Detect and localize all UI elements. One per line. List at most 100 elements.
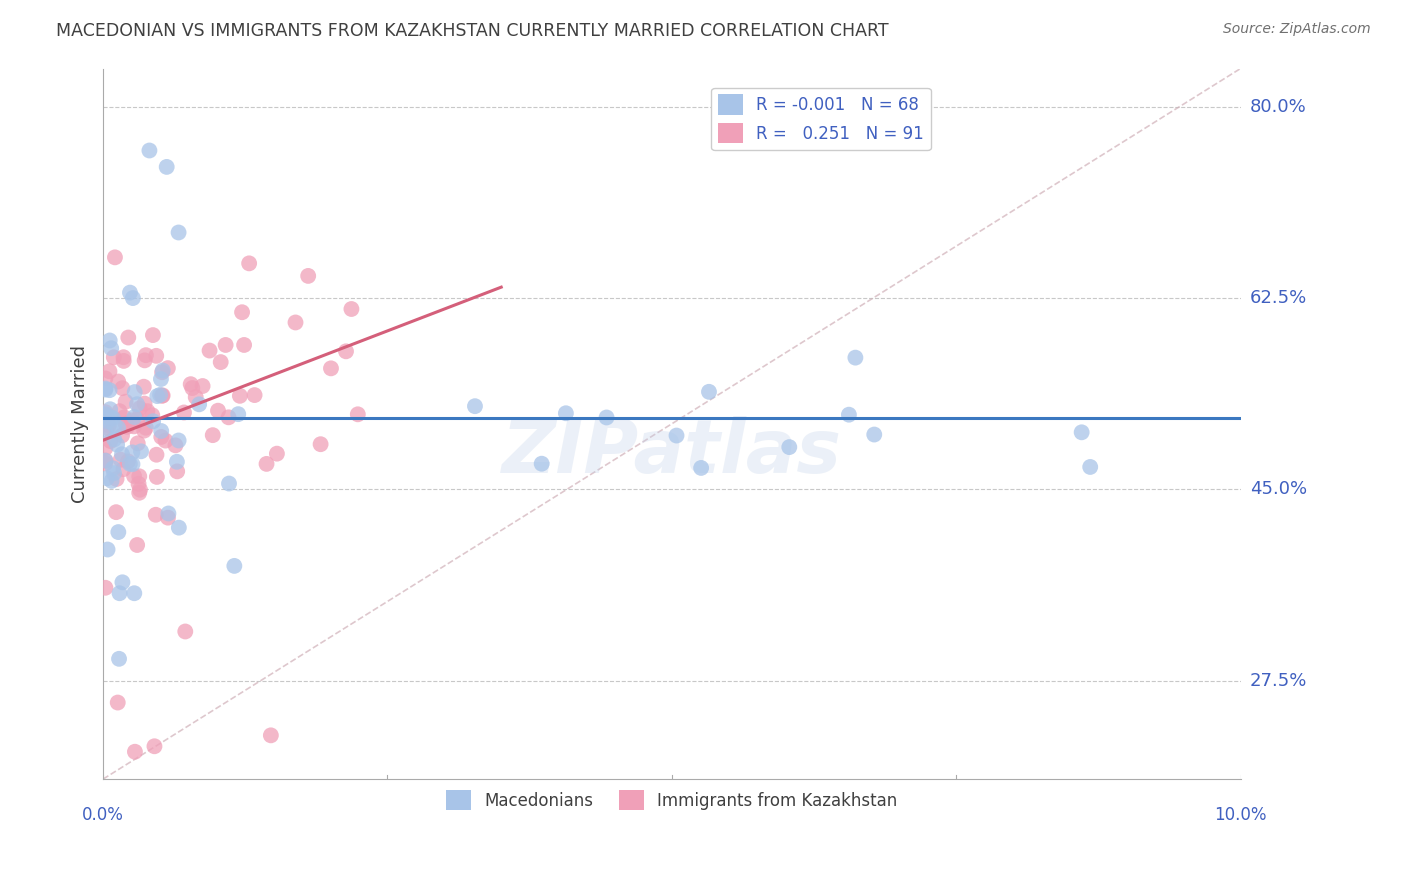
Text: MACEDONIAN VS IMMIGRANTS FROM KAZAKHSTAN CURRENTLY MARRIED CORRELATION CHART: MACEDONIAN VS IMMIGRANTS FROM KAZAKHSTAN… — [56, 22, 889, 40]
Point — [233, 338, 256, 352]
Point — [260, 728, 283, 742]
Point — [124, 410, 146, 425]
Point — [122, 419, 145, 434]
Point — [112, 410, 135, 425]
Point — [145, 448, 167, 462]
Point — [152, 388, 174, 402]
Point — [157, 507, 180, 521]
Point — [100, 474, 122, 488]
Point — [101, 461, 124, 475]
Point — [142, 414, 165, 428]
Text: 80.0%: 80.0% — [1250, 98, 1306, 116]
Point — [107, 421, 129, 435]
Point — [166, 464, 188, 478]
Point — [554, 406, 576, 420]
Point — [141, 409, 163, 423]
Point — [863, 427, 886, 442]
Point — [115, 420, 138, 434]
Point — [98, 383, 121, 397]
Point — [778, 440, 800, 454]
Point — [112, 350, 135, 364]
Point — [844, 351, 866, 365]
Point — [104, 251, 127, 265]
Point — [595, 410, 617, 425]
Point — [103, 466, 125, 480]
Point — [97, 418, 120, 433]
Point — [146, 470, 169, 484]
Point — [124, 745, 146, 759]
Point — [103, 433, 125, 447]
Point — [117, 330, 139, 344]
Point — [127, 538, 149, 552]
Point — [124, 385, 146, 400]
Point — [94, 453, 117, 467]
Point — [94, 453, 117, 467]
Point — [145, 508, 167, 522]
Point — [165, 438, 187, 452]
Point — [135, 348, 157, 362]
Point — [94, 425, 117, 440]
Point — [122, 291, 145, 305]
Point — [309, 437, 332, 451]
Point — [107, 525, 129, 540]
Text: 62.5%: 62.5% — [1250, 289, 1308, 307]
Point — [198, 343, 221, 358]
Point — [152, 363, 174, 377]
Point — [122, 469, 145, 483]
Point — [319, 361, 342, 376]
Point — [166, 455, 188, 469]
Legend: Macedonians, Immigrants from Kazakhstan: Macedonians, Immigrants from Kazakhstan — [440, 783, 904, 817]
Text: 0.0%: 0.0% — [82, 806, 124, 824]
Text: 27.5%: 27.5% — [1250, 672, 1308, 690]
Point — [180, 377, 202, 392]
Point — [191, 379, 214, 393]
Point — [340, 301, 363, 316]
Point — [167, 521, 190, 535]
Point — [150, 389, 173, 403]
Point — [94, 405, 117, 419]
Point — [111, 381, 134, 395]
Point — [111, 575, 134, 590]
Point — [105, 505, 128, 519]
Point — [135, 420, 157, 434]
Point — [115, 417, 138, 432]
Point — [114, 394, 136, 409]
Point — [184, 390, 207, 404]
Point — [214, 338, 236, 352]
Point — [136, 404, 159, 418]
Point — [98, 402, 121, 417]
Point — [142, 328, 165, 343]
Point — [121, 445, 143, 459]
Point — [297, 268, 319, 283]
Y-axis label: Currently Married: Currently Married — [72, 345, 89, 503]
Point — [117, 454, 139, 468]
Point — [121, 413, 143, 427]
Point — [243, 388, 266, 402]
Point — [188, 397, 211, 411]
Point — [697, 384, 720, 399]
Point — [167, 226, 190, 240]
Point — [129, 483, 152, 497]
Point — [127, 412, 149, 426]
Point — [108, 652, 131, 666]
Point — [1078, 459, 1101, 474]
Point — [224, 558, 246, 573]
Point — [167, 434, 190, 448]
Point — [335, 344, 357, 359]
Point — [128, 476, 150, 491]
Point — [107, 375, 129, 389]
Point — [98, 334, 121, 348]
Point — [94, 383, 117, 397]
Point — [143, 739, 166, 754]
Point — [94, 441, 117, 455]
Point — [94, 410, 117, 425]
Point — [111, 447, 134, 461]
Point — [98, 364, 121, 378]
Point — [118, 285, 141, 300]
Point — [101, 411, 124, 425]
Point — [134, 353, 156, 368]
Point — [128, 401, 150, 416]
Point — [100, 434, 122, 448]
Point — [96, 542, 118, 557]
Point — [112, 354, 135, 368]
